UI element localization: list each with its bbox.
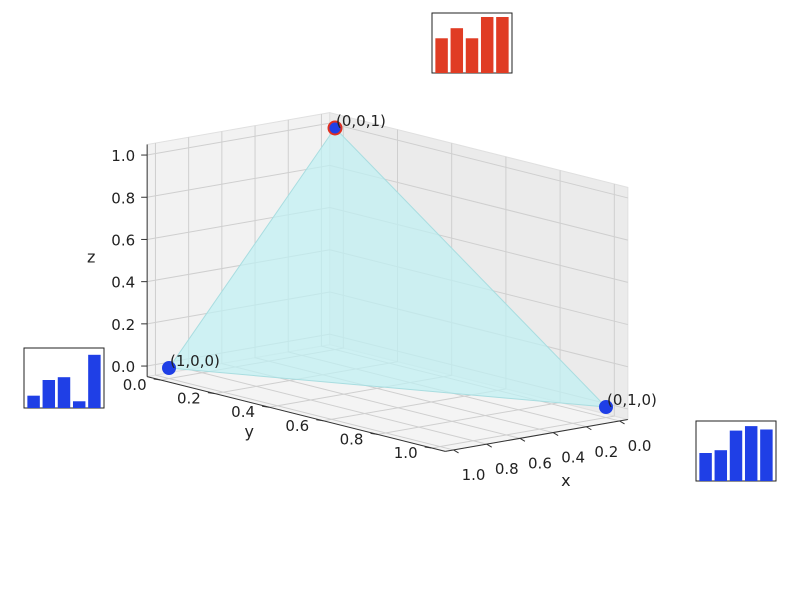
x-tick-mark-2 [519, 437, 526, 442]
bar-inset-2-bar-4 [760, 429, 773, 481]
bar-inset-0 [431, 12, 513, 74]
vertex-label-0: (1,0,0) [170, 352, 220, 370]
x-tick-label-5: 0.0 [628, 437, 652, 455]
x-tick-label-4: 0.2 [594, 443, 618, 461]
bar-inset-0-bar-0 [435, 38, 448, 73]
vertex-label-2: (0,0,1) [336, 112, 386, 130]
vertex-points-layer: (1,0,0) (0,1,0) (0,0,1) [162, 112, 657, 414]
bar-inset-0-bar-4 [496, 17, 509, 73]
y-tick-mark-5 [424, 446, 432, 449]
x-axis-label: x [561, 471, 570, 490]
bar-inset-1-bar-0 [27, 395, 40, 408]
bar-inset-1-bar-4 [88, 354, 101, 408]
vertex-point-2 [327, 120, 343, 136]
grid-y-5 [431, 184, 615, 449]
y-tick-label-4: 0.8 [340, 430, 364, 448]
vertex-point-0 [162, 361, 176, 375]
x-tick-label-0: 1.0 [462, 466, 486, 484]
x-tick-mark-1 [486, 443, 493, 448]
bar-inset-1-bar-1 [42, 380, 56, 408]
x-tick-label-2: 0.6 [528, 454, 552, 472]
y-axis-line [147, 376, 446, 452]
z-tick-label-0: 0.0 [111, 358, 135, 376]
grid-x-5 [154, 143, 454, 451]
x-tick-label-1: 0.8 [495, 460, 519, 478]
z-tick-label-2: 0.4 [111, 274, 135, 292]
simplex-triangle [168, 127, 608, 408]
z-tick-label-5: 1.0 [111, 147, 135, 165]
tick-labels-layer: 1.0 0.8 0.6 0.4 0.2 0.00.00.20.40.60.81.00.00… [111, 147, 651, 484]
bar-inset-2-bar-3 [744, 426, 758, 481]
y-tick-mark-3 [316, 419, 324, 422]
x-tick-label-3: 0.4 [561, 449, 585, 467]
bar-inset-2-bar-0 [699, 453, 712, 481]
y-axis-label: y [244, 422, 253, 441]
bar-inset-2 [695, 420, 777, 482]
simplex-surface-layer [168, 127, 608, 408]
y-tick-mark-1 [207, 392, 215, 395]
z-tick-label-1: 0.2 [111, 316, 135, 334]
y-tick-label-3: 0.6 [285, 417, 309, 435]
x-tick-mark-4 [586, 426, 592, 431]
bar-inset-0-bar-1 [450, 28, 464, 73]
bar-inset-0-bar-3 [480, 17, 494, 73]
y-tick-label-5: 1.0 [394, 444, 418, 462]
y-tick-mark-0 [153, 378, 161, 381]
axis-lines [146, 144, 628, 452]
bar-inset-0-bar-2 [465, 38, 479, 73]
x-tick-mark-5 [619, 420, 625, 425]
y-tick-label-0: 0.0 [123, 376, 147, 394]
z-tick-label-3: 0.6 [111, 231, 135, 249]
y-tick-label-2: 0.4 [231, 403, 255, 421]
x-tick-mark-0 [453, 449, 459, 454]
x-axis-line [445, 419, 628, 452]
axis-labels-layer: x y z [87, 248, 571, 491]
bar-inset-1-bar-2 [57, 377, 71, 408]
y-tick-mark-2 [262, 405, 270, 408]
vertex-label-1: (0,1,0) [607, 391, 657, 409]
vertex-point-1 [599, 400, 613, 414]
bar-insets-layer [23, 12, 777, 482]
x-tick-mark-3 [552, 432, 559, 436]
bar-inset-1 [23, 347, 105, 409]
bar-inset-1-bar-3 [72, 401, 86, 408]
y-tick-mark-4 [370, 432, 378, 435]
y-tick-label-1: 0.2 [177, 390, 201, 408]
z-axis-label: z [87, 248, 95, 267]
bar-inset-2-bar-2 [729, 430, 743, 481]
z-tick-label-4: 0.8 [111, 189, 135, 207]
bar-inset-2-bar-1 [714, 450, 728, 481]
